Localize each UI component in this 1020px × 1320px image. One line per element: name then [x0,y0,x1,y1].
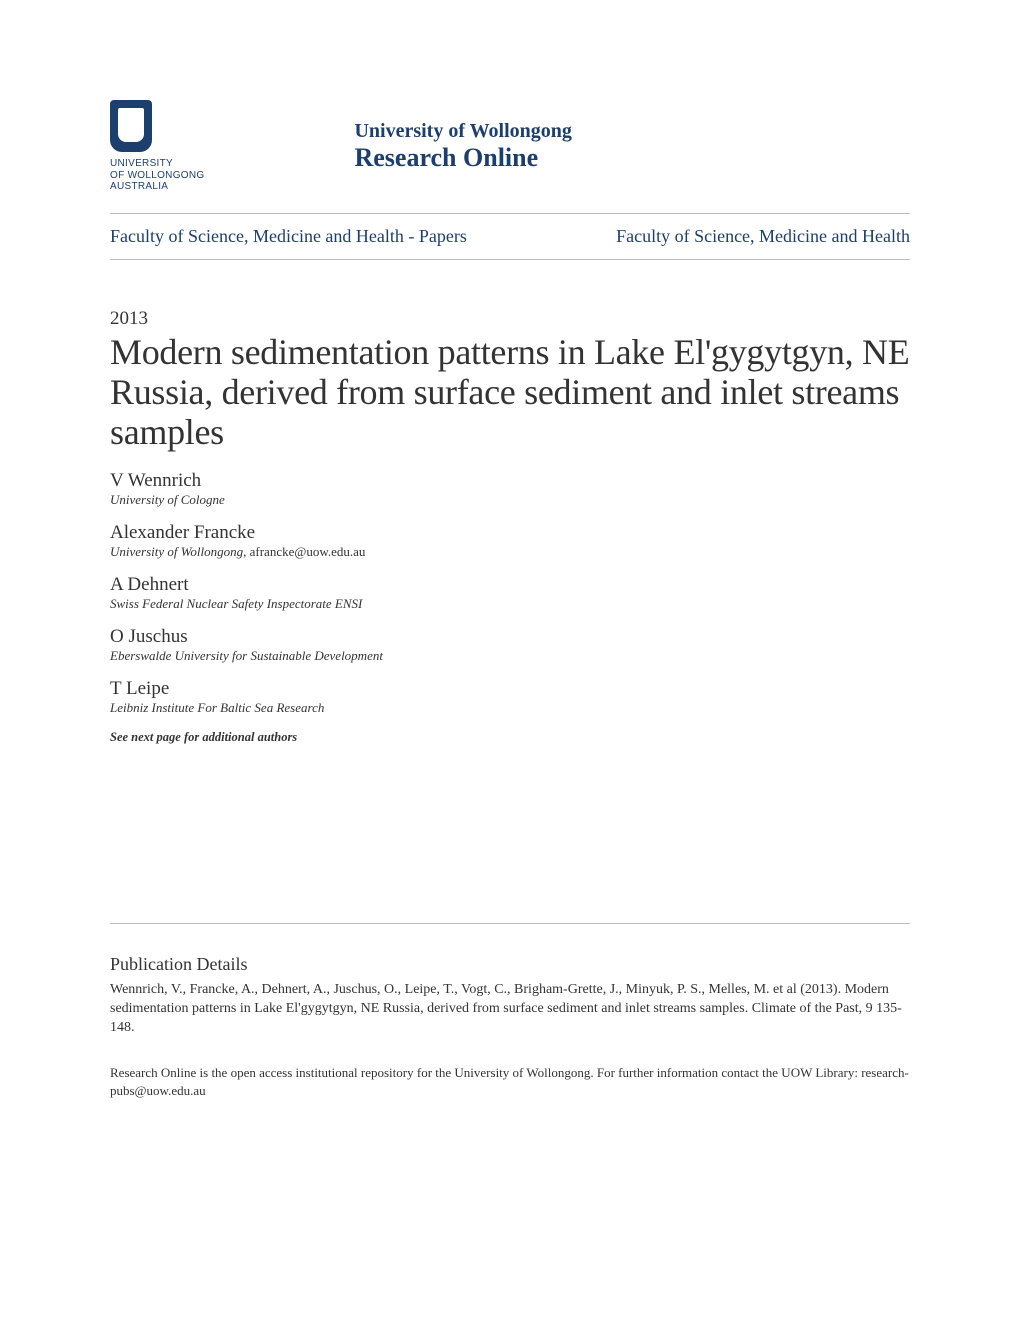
breadcrumb: Faculty of Science, Medicine and Health … [110,222,910,251]
divider-pubdetails [110,923,910,924]
author-affiliation: University of Cologne [110,492,910,508]
author-affiliation: Leibniz Institute For Baltic Sea Researc… [110,700,910,716]
university-logo: UNIVERSITY OF WOLLONGONG AUSTRALIA [110,100,204,193]
author-block: O Juschus Eberswalde University for Sust… [110,626,910,664]
footer-note: Research Online is the open access insti… [110,1064,910,1099]
affil-text: Eberswalde University for Sustainable De… [110,648,383,663]
logo-line1: UNIVERSITY [110,158,204,170]
author-name: T Leipe [110,678,910,700]
logo-line2: OF WOLLONGONG [110,170,204,182]
author-block: Alexander Francke University of Wollongo… [110,522,910,560]
affil-text: Swiss Federal Nuclear Safety Inspectorat… [110,596,362,611]
author-block: V Wennrich University of Cologne [110,470,910,508]
publication-year: 2013 [110,308,910,330]
author-block: A Dehnert Swiss Federal Nuclear Safety I… [110,574,910,612]
publication-details-text: Wennrich, V., Francke, A., Dehnert, A., … [110,981,910,1038]
spacer [110,745,910,915]
brand-university: University of Wollongong [354,120,571,143]
breadcrumb-right-link[interactable]: Faculty of Science, Medicine and Health [616,226,910,247]
author-block: T Leipe Leibniz Institute For Baltic Sea… [110,678,910,716]
brand-site-name: Research Online [354,143,571,173]
author-name: V Wennrich [110,470,910,492]
affil-text: University of Cologne [110,492,225,507]
author-name: A Dehnert [110,574,910,596]
affil-text: Leibniz Institute For Baltic Sea Researc… [110,700,324,715]
paper-title: Modern sedimentation patterns in Lake El… [110,332,910,453]
logo-text: UNIVERSITY OF WOLLONGONG AUSTRALIA [110,158,204,193]
divider-breadcrumb [110,259,910,260]
see-next-page: See next page for additional authors [110,730,910,745]
author-email: , afrancke@uow.edu.au [243,544,365,559]
author-affiliation: Swiss Federal Nuclear Safety Inspectorat… [110,596,910,612]
publication-details-heading: Publication Details [110,954,910,975]
author-name: Alexander Francke [110,522,910,544]
brand-block: University of Wollongong Research Online [354,120,571,173]
logo-line3: AUSTRALIA [110,181,204,193]
divider-top [110,213,910,214]
breadcrumb-left-link[interactable]: Faculty of Science, Medicine and Health … [110,226,467,247]
shield-icon [110,100,152,152]
author-name: O Juschus [110,626,910,648]
author-affiliation: Eberswalde University for Sustainable De… [110,648,910,664]
author-affiliation: University of Wollongong, afrancke@uow.e… [110,544,910,560]
affil-text: University of Wollongong [110,544,243,559]
header-row: UNIVERSITY OF WOLLONGONG AUSTRALIA Unive… [110,100,910,193]
